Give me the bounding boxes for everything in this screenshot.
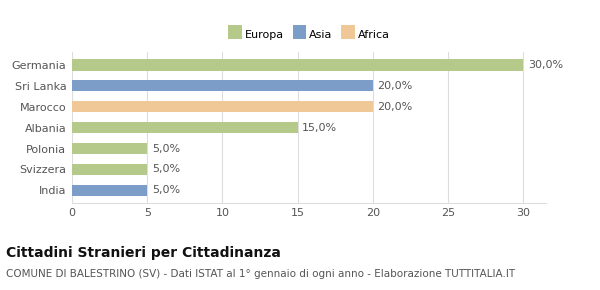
Text: 5,0%: 5,0% <box>152 185 180 195</box>
Text: 5,0%: 5,0% <box>152 144 180 153</box>
Text: Cittadini Stranieri per Cittadinanza: Cittadini Stranieri per Cittadinanza <box>6 246 281 260</box>
Bar <box>72 101 373 113</box>
Text: 20,0%: 20,0% <box>377 102 413 112</box>
Legend: Europa, Asia, Africa: Europa, Asia, Africa <box>223 25 395 44</box>
Bar <box>72 164 147 175</box>
Text: 5,0%: 5,0% <box>152 164 180 175</box>
Bar <box>72 122 298 133</box>
Bar <box>72 185 147 196</box>
Text: 20,0%: 20,0% <box>377 81 413 91</box>
Bar <box>72 59 523 70</box>
Text: COMUNE DI BALESTRINO (SV) - Dati ISTAT al 1° gennaio di ogni anno - Elaborazione: COMUNE DI BALESTRINO (SV) - Dati ISTAT a… <box>6 269 515 279</box>
Bar <box>72 80 373 92</box>
Bar <box>72 143 147 154</box>
Text: 15,0%: 15,0% <box>302 123 337 133</box>
Text: 30,0%: 30,0% <box>528 60 563 70</box>
